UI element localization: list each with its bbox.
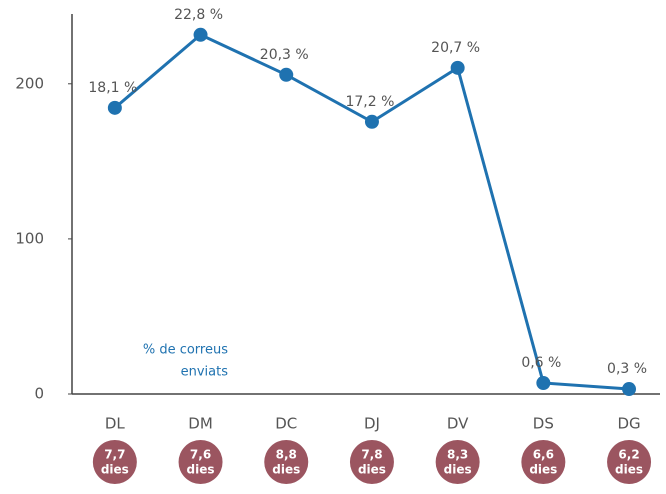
badge	[264, 440, 309, 484]
badge	[178, 440, 223, 484]
point	[364, 114, 379, 129]
badge	[607, 440, 652, 484]
point-label: 20,7 %	[431, 40, 480, 56]
point	[450, 60, 465, 75]
point	[536, 375, 551, 390]
x-tick-label: DC	[275, 415, 297, 433]
annotation: % de correus	[143, 343, 228, 358]
annotation: enviats	[181, 365, 229, 380]
point	[107, 100, 122, 115]
badge-value: 7,6	[190, 448, 211, 462]
point	[193, 27, 208, 42]
badge-unit: dies	[529, 463, 557, 477]
line	[113, 33, 630, 391]
badge-value: 6,2	[618, 448, 639, 462]
badge-unit: dies	[272, 463, 300, 477]
point-label: 18,1 %	[88, 80, 137, 96]
y-tick-label: 0	[34, 385, 44, 403]
badge	[435, 440, 480, 484]
badge-value: 7,7	[104, 448, 125, 462]
point-label: 0,6 %	[521, 355, 561, 371]
badge-value: 7,8	[361, 448, 382, 462]
x-tick-label: DG	[617, 415, 640, 433]
x-tick-label: DV	[447, 415, 469, 433]
x-tick-label: DL	[105, 415, 126, 433]
point-label: 22,8 %	[174, 7, 223, 23]
badge-unit: dies	[358, 463, 386, 477]
x-tick-label: DS	[533, 415, 554, 433]
badge-value: 8,8	[276, 448, 297, 462]
x-tick-label: DM	[188, 415, 213, 433]
y-tick-label: 200	[15, 74, 44, 92]
badge-unit: dies	[187, 463, 215, 477]
badge-value: 6,6	[533, 448, 554, 462]
point-label: 20,3 %	[260, 47, 309, 63]
x-tick-label: DJ	[364, 415, 380, 433]
y-tick-label: 100	[15, 229, 44, 247]
point-label: 0,3 %	[607, 361, 647, 377]
badge-value: 8,3	[447, 448, 468, 462]
badge	[521, 440, 566, 484]
point	[622, 382, 637, 397]
badge-unit: dies	[615, 463, 643, 477]
point	[279, 67, 294, 82]
badge	[92, 440, 137, 484]
point-label: 17,2 %	[345, 94, 394, 110]
badge-unit: dies	[444, 463, 472, 477]
badge-unit: dies	[101, 463, 129, 477]
badge	[349, 440, 394, 484]
